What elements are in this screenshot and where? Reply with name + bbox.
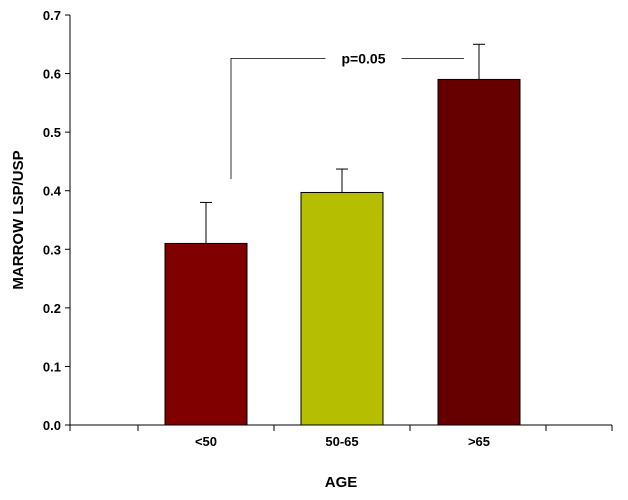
y-tick-label: 0.6 bbox=[43, 67, 61, 82]
y-tick-label: 0.3 bbox=[43, 242, 61, 257]
y-tick-label: 0.1 bbox=[43, 359, 61, 374]
x-tick-label: >65 bbox=[468, 434, 490, 449]
y-tick-label: 0.2 bbox=[43, 301, 61, 316]
bars-group bbox=[164, 78, 521, 426]
bar bbox=[437, 78, 521, 426]
x-tick-label: 50-65 bbox=[325, 434, 358, 449]
y-tick-label: 0.4 bbox=[43, 184, 62, 199]
x-tick-label: <50 bbox=[195, 434, 217, 449]
significance-bracket-left bbox=[230, 57, 326, 179]
y-ticks-group: 0.0 0.1 0.2 0.3 0.4 0.5 0.6 0.7 bbox=[43, 8, 70, 433]
significance-label: p=0.05 bbox=[342, 50, 386, 66]
y-tick-label: 0.0 bbox=[43, 418, 61, 433]
y-axis-title: MARROW LSP/USP bbox=[10, 150, 27, 289]
x-axis-title: AGE bbox=[325, 474, 358, 491]
y-tick-label: 0.7 bbox=[43, 8, 61, 23]
bar bbox=[164, 242, 248, 426]
y-tick-label: 0.5 bbox=[43, 125, 61, 140]
x-ticks-group: <50 50-65 >65 bbox=[69, 425, 613, 449]
bar bbox=[300, 191, 384, 426]
error-bars-group bbox=[200, 43, 485, 244]
significance-annotation: p=0.05 bbox=[230, 50, 464, 179]
